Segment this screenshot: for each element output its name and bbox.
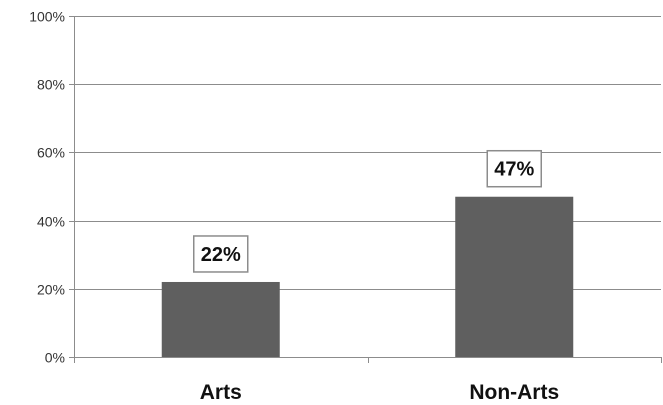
data-label-box	[486, 149, 542, 188]
data-label: 22%	[201, 244, 241, 266]
data-labels: 22% 47%	[193, 149, 542, 273]
data-label-box	[193, 235, 249, 273]
y-tick-label: 20%	[37, 282, 65, 298]
bar-arts	[161, 281, 280, 357]
y-tick-label: 0%	[45, 350, 65, 366]
bars	[161, 196, 574, 357]
data-label: 47%	[494, 159, 534, 181]
y-tick-label: 100%	[29, 9, 65, 25]
bar-non-arts	[455, 196, 574, 357]
y-tick-label: 60%	[37, 145, 65, 161]
y-tick-label: 80%	[37, 77, 65, 93]
y-axis-ticks: 0% 20% 40% 60% 80% 100%	[29, 9, 74, 366]
x-category-label: Non-Arts	[469, 381, 559, 404]
y-tick-label: 40%	[37, 214, 65, 230]
x-category-label: Arts	[200, 381, 242, 404]
x-axis: Arts Non-Arts	[74, 16, 662, 404]
